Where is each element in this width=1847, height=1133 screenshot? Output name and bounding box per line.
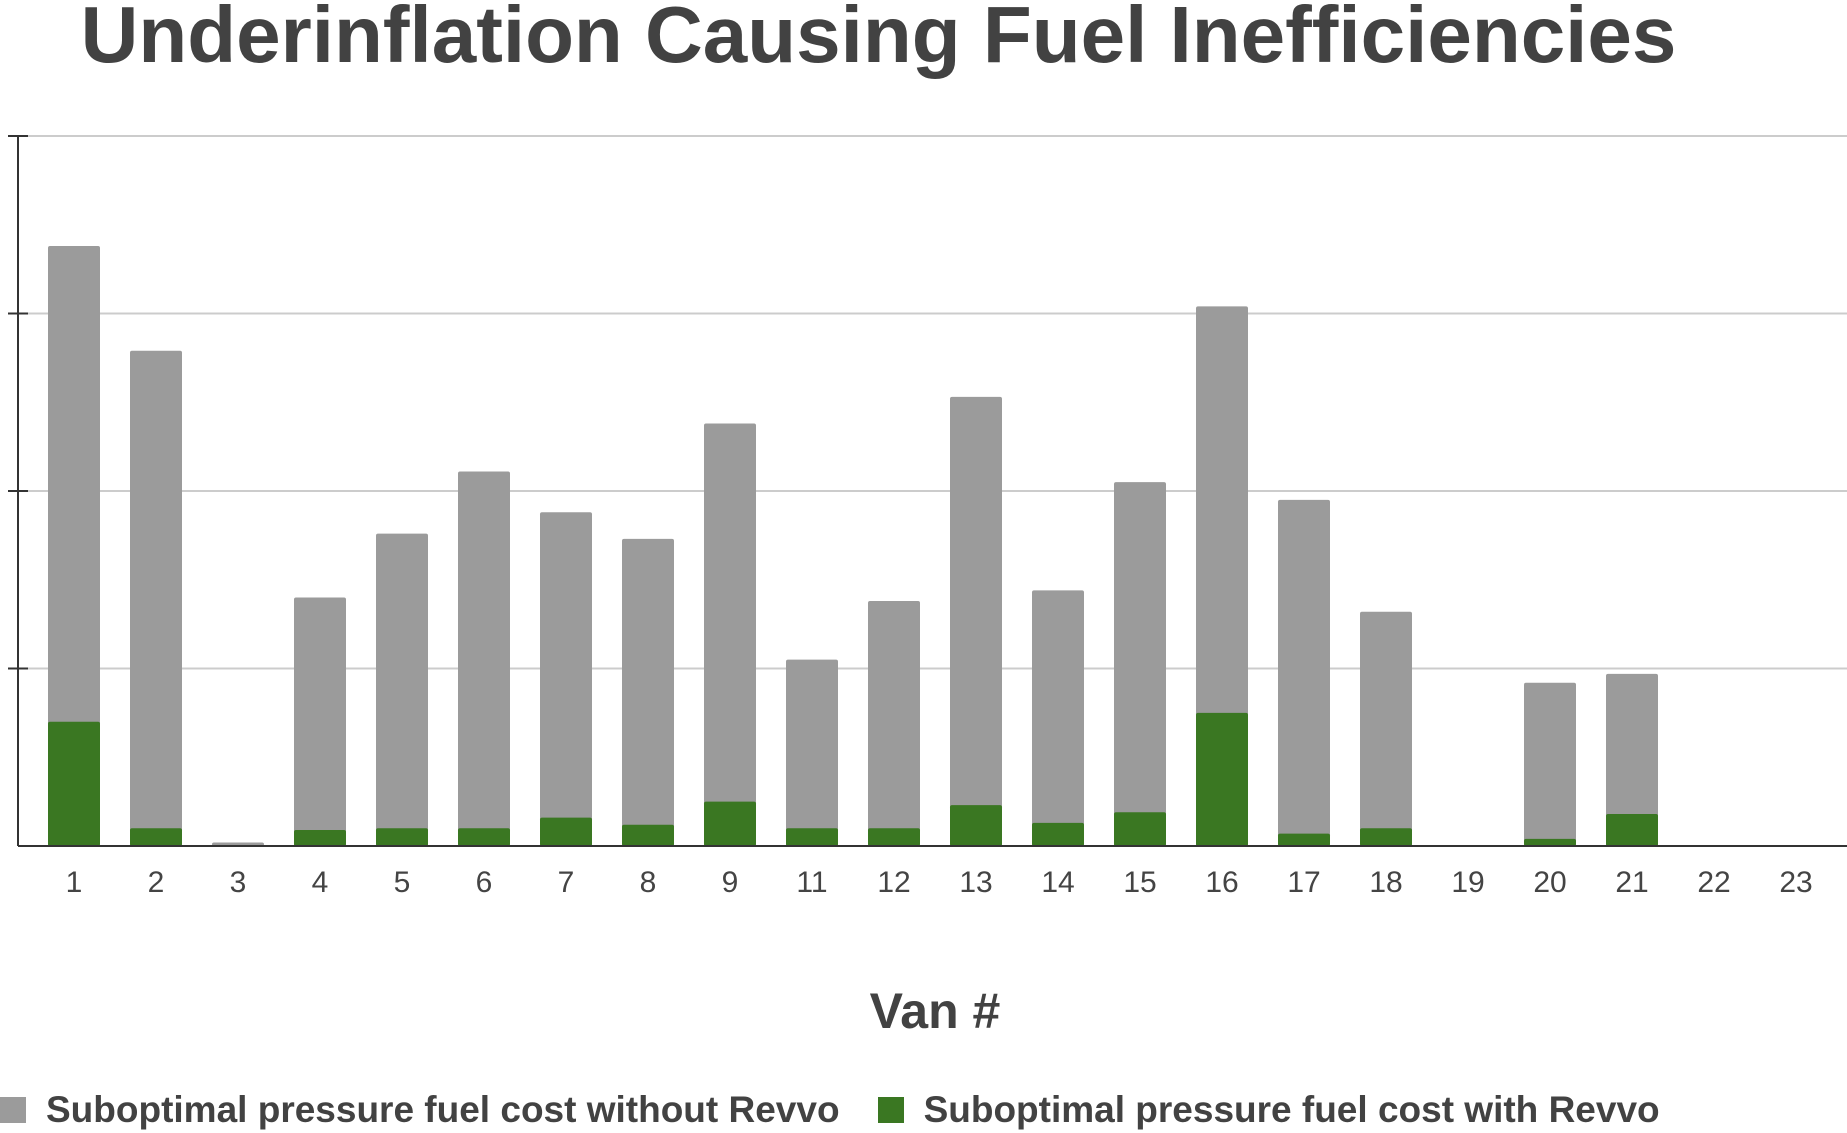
legend-swatch-with-revvo bbox=[877, 1097, 904, 1123]
bars bbox=[48, 246, 1658, 847]
x-tick-labels: 1 2 3 4 5 6 7 8 9 11 12 13 14 15 16 17 18 19 20 21 22 23 bbox=[66, 866, 1813, 899]
bar-van-5-with-revvo bbox=[376, 828, 428, 846]
bar-van-14-with-revvo bbox=[1032, 822, 1084, 846]
legend-label-without-revvo: Suboptimal pressure fuel cost without Re… bbox=[46, 1089, 840, 1130]
x-tick-label: 12 bbox=[877, 866, 910, 899]
bar-van-2-with-revvo bbox=[130, 828, 182, 846]
x-tick-label: 20 bbox=[1533, 866, 1566, 899]
x-tick-label: 7 bbox=[558, 866, 575, 899]
bar-van-1-without-revvo bbox=[48, 246, 100, 847]
x-tick-label: 11 bbox=[796, 866, 827, 899]
bar-van-11-without-revvo bbox=[786, 659, 838, 846]
bar-van-11-with-revvo bbox=[786, 828, 838, 846]
x-tick-label: 8 bbox=[640, 866, 657, 899]
bar-van-17-with-revvo bbox=[1278, 833, 1330, 846]
x-tick-label: 1 bbox=[66, 866, 83, 899]
bar-van-18-with-revvo bbox=[1360, 828, 1412, 846]
x-tick-label: 23 bbox=[1779, 866, 1812, 899]
x-tick-label: 2 bbox=[148, 866, 165, 899]
bar-van-18-without-revvo bbox=[1360, 611, 1412, 846]
x-tick-label: 6 bbox=[476, 866, 493, 899]
bar-van-15-without-revvo bbox=[1114, 482, 1166, 846]
legend: Suboptimal pressure fuel cost without Re… bbox=[0, 1088, 1698, 1132]
x-tick-label: 5 bbox=[394, 866, 411, 899]
x-tick-label: 3 bbox=[230, 866, 247, 899]
bar-van-20-without-revvo bbox=[1524, 682, 1576, 846]
gridlines bbox=[28, 135, 1847, 670]
x-tick-label: 18 bbox=[1369, 866, 1402, 899]
bar-van-17-without-revvo bbox=[1278, 499, 1330, 846]
bar-van-16-with-revvo bbox=[1196, 712, 1248, 846]
bar-van-21-with-revvo bbox=[1606, 814, 1658, 846]
x-tick-label: 21 bbox=[1615, 866, 1648, 899]
bar-van-13-with-revvo bbox=[950, 805, 1002, 846]
bar-van-8-without-revvo bbox=[622, 538, 674, 846]
bar-van-8-with-revvo bbox=[622, 824, 674, 846]
x-tick-label: 15 bbox=[1123, 866, 1156, 899]
bar-van-12-with-revvo bbox=[868, 828, 920, 846]
bar-van-12-without-revvo bbox=[868, 601, 920, 846]
legend-item-without-revvo: Suboptimal pressure fuel cost without Re… bbox=[0, 1089, 840, 1131]
bar-van-16-without-revvo bbox=[1196, 306, 1248, 846]
bar-van-4-with-revvo bbox=[294, 830, 346, 846]
bar-van-2-without-revvo bbox=[130, 350, 182, 846]
bar-van-9-with-revvo bbox=[704, 801, 756, 846]
bar-van-14-without-revvo bbox=[1032, 590, 1084, 846]
bar-van-15-with-revvo bbox=[1114, 812, 1166, 846]
bar-van-13-without-revvo bbox=[950, 396, 1002, 846]
x-tick-label: 22 bbox=[1697, 866, 1730, 899]
bar-van-6-without-revvo bbox=[458, 471, 510, 846]
x-axis-title: Van # bbox=[870, 983, 1001, 1039]
bar-van-6-with-revvo bbox=[458, 828, 510, 846]
bar-van-7-without-revvo bbox=[540, 512, 592, 846]
bar-van-20-with-revvo bbox=[1524, 838, 1576, 846]
x-tick-label: 14 bbox=[1041, 866, 1074, 899]
chart-title: Underinflation Causing Fuel Inefficienci… bbox=[80, 0, 1677, 79]
bar-van-9-without-revvo bbox=[704, 423, 756, 846]
x-tick-label: 9 bbox=[722, 866, 739, 899]
legend-swatch-without-revvo bbox=[0, 1097, 26, 1123]
x-tick-label: 13 bbox=[959, 866, 992, 899]
bar-van-5-without-revvo bbox=[376, 533, 428, 846]
bar-van-21-without-revvo bbox=[1606, 673, 1658, 846]
axes bbox=[8, 135, 1847, 847]
x-tick-label: 16 bbox=[1205, 866, 1238, 899]
bar-van-7-with-revvo bbox=[540, 817, 592, 846]
legend-item-with-revvo: Suboptimal pressure fuel cost with Revvo bbox=[877, 1089, 1660, 1131]
bar-van-1-with-revvo bbox=[48, 721, 100, 846]
x-tick-label: 19 bbox=[1451, 866, 1484, 899]
bar-van-4-without-revvo bbox=[294, 597, 346, 846]
x-tick-label: 4 bbox=[312, 866, 329, 899]
legend-label-with-revvo: Suboptimal pressure fuel cost with Revvo bbox=[923, 1089, 1660, 1130]
x-tick-label: 17 bbox=[1287, 866, 1320, 899]
